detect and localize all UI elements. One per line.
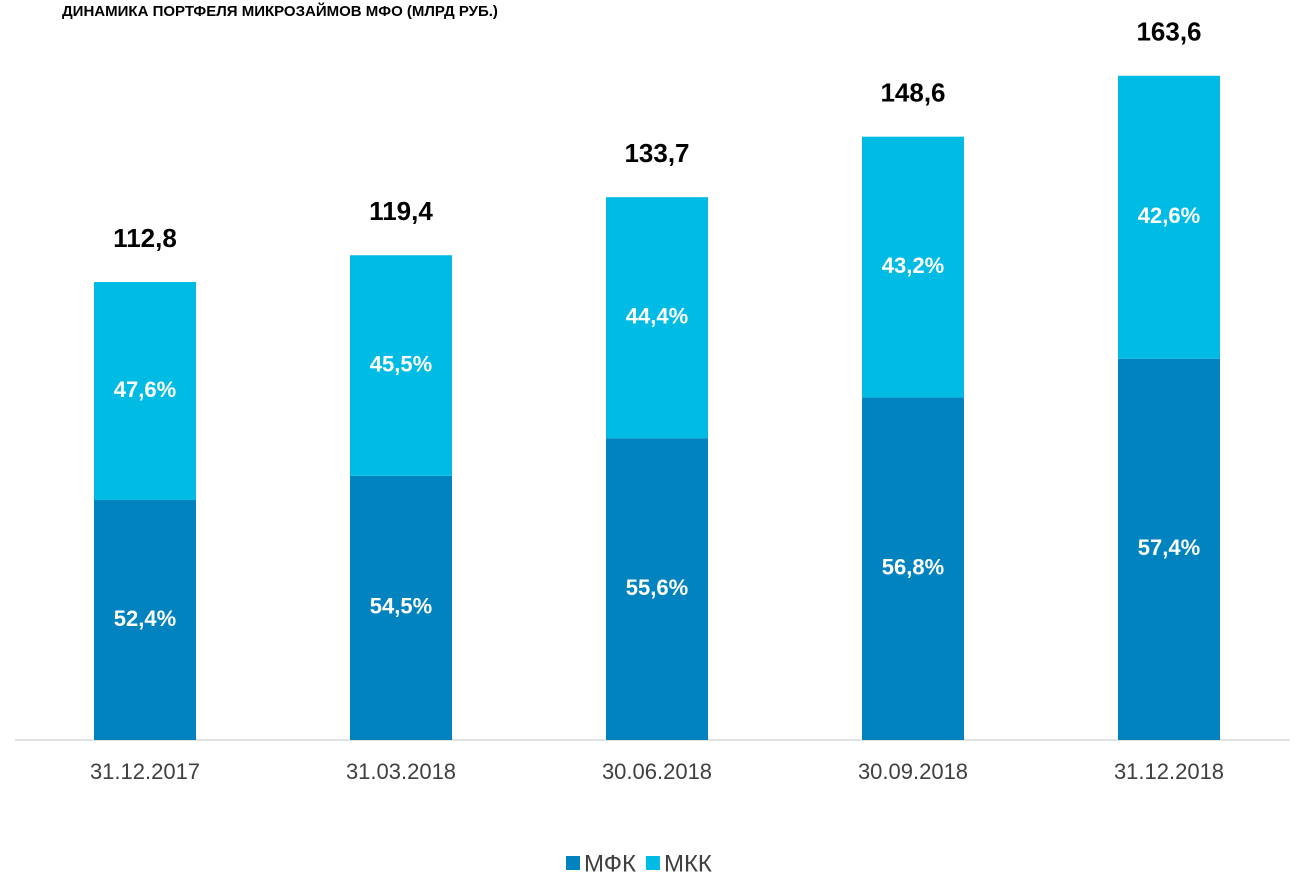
total-label: 112,8 <box>113 223 177 253</box>
bar-segment <box>606 438 708 740</box>
value-label: 56,8% <box>882 554 944 579</box>
bar-segment <box>862 397 964 740</box>
value-label: 47,6% <box>114 377 176 402</box>
x-tick-label: 31.12.2017 <box>90 759 200 784</box>
bar-segment <box>1118 75 1220 359</box>
total-label: 133,7 <box>624 138 689 168</box>
total-label: 163,6 <box>1136 17 1201 47</box>
bar-segment <box>862 136 964 398</box>
legend-swatch <box>645 856 660 870</box>
x-tick-label: 30.09.2018 <box>858 759 968 784</box>
value-label: 55,6% <box>626 575 688 600</box>
value-label: 45,5% <box>370 351 432 376</box>
value-label: 57,4% <box>1138 535 1200 560</box>
total-label: 148,6 <box>880 78 945 108</box>
chart-title: ДИНАМИКА ПОРТФЕЛЯ МИКРОЗАЙМОВ МФО (МЛРД … <box>62 2 498 20</box>
x-tick-label: 31.12.2018 <box>1114 759 1224 784</box>
total-label: 119,4 <box>369 196 433 226</box>
bar-segment <box>606 197 708 439</box>
value-label: 54,5% <box>370 594 432 619</box>
legend-swatch <box>566 856 580 870</box>
value-label: 52,4% <box>114 606 176 631</box>
value-label: 42,6% <box>1138 203 1200 228</box>
bar-segment <box>350 475 452 740</box>
x-tick-label: 31.03.2018 <box>346 759 456 784</box>
x-tick-label: 30.06.2018 <box>602 759 712 784</box>
value-label: 44,4% <box>626 303 688 328</box>
value-label: 43,2% <box>882 253 944 278</box>
bar-segment <box>350 255 452 476</box>
legend-label: МКК <box>664 850 712 877</box>
legend-label: МФК <box>584 850 636 877</box>
bar-segment <box>1118 358 1220 740</box>
bar-segment <box>94 282 196 501</box>
bar-segment <box>94 500 196 740</box>
